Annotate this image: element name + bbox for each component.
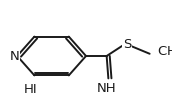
Text: CH$_3$: CH$_3$ [157,45,172,60]
Text: HI: HI [24,83,38,96]
Text: S: S [123,38,131,51]
Text: N: N [10,50,19,62]
Text: NH: NH [97,82,116,95]
